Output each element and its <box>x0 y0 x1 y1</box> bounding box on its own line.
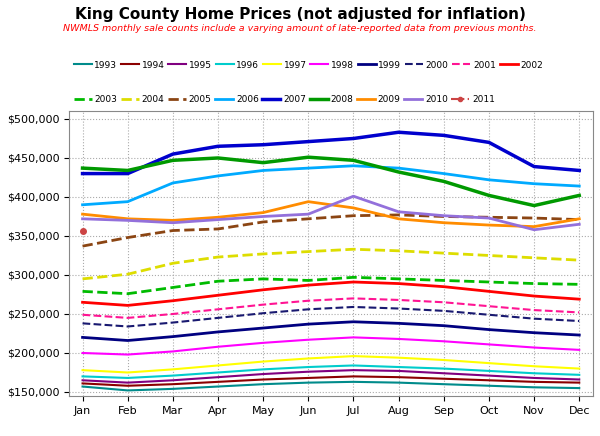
Text: NWMLS monthly sale counts include a varying amount of late-reported data from pr: NWMLS monthly sale counts include a vary… <box>63 24 537 33</box>
Text: King County Home Prices (not adjusted for inflation): King County Home Prices (not adjusted fo… <box>74 7 526 21</box>
Legend: 2003, 2004, 2005, 2006, 2007, 2008, 2009, 2010, 2011: 2003, 2004, 2005, 2006, 2007, 2008, 2009… <box>74 95 495 104</box>
